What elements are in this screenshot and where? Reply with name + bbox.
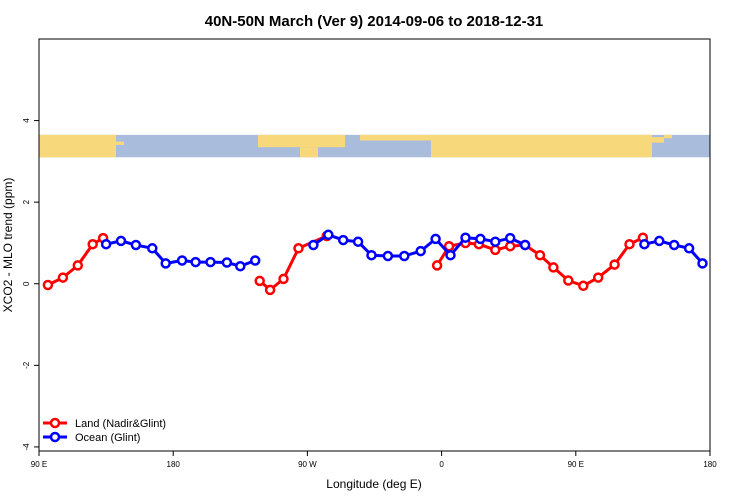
series-ocean (100, 229, 708, 272)
series-land-point (264, 284, 276, 296)
legend: Land (Nadir&Glint) Ocean (Glint) (43, 417, 166, 444)
series-land-point (42, 279, 54, 291)
chart-title: 40N-50N March (Ver 9) 2014-09-06 to 2018… (205, 13, 544, 30)
x-tick-label: 90 E (568, 460, 584, 469)
legend-ocean-marker (49, 431, 61, 443)
world-map-strip (39, 134, 710, 158)
series-ocean-point (430, 233, 441, 245)
series-ocean-point (697, 258, 708, 269)
series-land-point (624, 238, 635, 250)
series-ocean-point (415, 245, 426, 257)
map-land (116, 141, 124, 145)
series-ocean-point (308, 239, 319, 251)
series-ocean-point (460, 232, 471, 243)
x-tick-label: 0 (439, 460, 444, 469)
series-land-point (278, 273, 289, 285)
series-ocean-point (249, 255, 261, 266)
series-ocean-point (235, 260, 246, 272)
series-ocean-point (190, 256, 201, 268)
y-tick-label: 2 (22, 199, 31, 204)
series-ocean-point (366, 249, 377, 261)
series-ocean-point (176, 255, 188, 266)
series-land-point (609, 259, 620, 270)
y-tick-label: 4 (22, 118, 31, 123)
x-axis-label: Longitude (deg E) (326, 477, 421, 491)
series-land-point (57, 272, 69, 283)
series-ocean-point (352, 236, 364, 247)
series-ocean-point (382, 250, 394, 262)
series-ocean-point (399, 250, 410, 262)
series-ocean-point (115, 235, 127, 247)
series-land-point (592, 272, 604, 283)
series-land-point (504, 240, 516, 252)
series-land-point (254, 275, 265, 287)
data-series (42, 229, 708, 296)
y-tick-label: -2 (22, 361, 31, 369)
map-land (360, 134, 432, 141)
series-land-point (431, 260, 443, 271)
series-ocean-point (519, 239, 531, 251)
series-ocean-point (323, 229, 334, 241)
series-land-point (563, 275, 574, 286)
series-ocean-point (639, 238, 650, 250)
series-ocean-point (337, 234, 349, 246)
series-ocean-point (654, 235, 665, 247)
map-land (258, 134, 345, 148)
legend-ocean-label: Ocean (Glint) (75, 432, 140, 444)
map-land (652, 137, 664, 143)
series-land-point (578, 280, 589, 292)
series-ocean-point (221, 257, 233, 268)
x-tick-label: 90 E (31, 460, 47, 469)
y-tick-label: -4 (22, 443, 31, 451)
series-land-point (534, 249, 546, 261)
map-land (300, 147, 318, 158)
series-land-point (72, 260, 84, 271)
series-ocean-point (445, 249, 456, 261)
y-axis-label: XCO2 - MLO trend (ppm) (1, 178, 15, 313)
plot-area (38, 38, 711, 452)
map-land (445, 134, 652, 158)
series-ocean-point (147, 243, 158, 254)
series-land (42, 230, 649, 296)
series-ocean-point (130, 239, 142, 251)
x-tick-label: 90 W (298, 460, 317, 469)
series-land-point (293, 243, 304, 254)
legend-land-marker (49, 417, 61, 429)
series-land-point (548, 262, 559, 273)
series-ocean-point (668, 239, 680, 251)
map-land (39, 134, 116, 158)
x-tick-label: 180 (167, 460, 181, 469)
series-land-point (87, 238, 98, 250)
series-ocean-point (100, 238, 112, 250)
series-ocean-point (490, 236, 501, 247)
series-ocean-point (475, 233, 486, 245)
series-ocean-point (683, 243, 695, 254)
y-tick-label: 0 (22, 281, 31, 286)
series-ocean-point (160, 258, 171, 269)
x-tick-label: 180 (703, 460, 717, 469)
map-land (431, 134, 445, 158)
y-axis: -4 -2 0 2 4 (22, 118, 39, 451)
x-axis: 90 E 180 90 W 0 90 E 180 (31, 451, 717, 469)
map-land (664, 134, 672, 139)
legend-land-label: Land (Nadir&Glint) (75, 418, 166, 430)
series-land-point (490, 244, 501, 256)
series-ocean-point (205, 256, 216, 268)
series-ocean-point (504, 232, 516, 244)
